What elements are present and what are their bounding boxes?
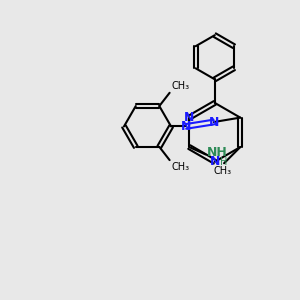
Text: CH₃: CH₃ <box>171 162 189 172</box>
Text: N: N <box>184 111 194 124</box>
Text: CH₃: CH₃ <box>214 166 232 176</box>
Text: NH: NH <box>207 146 228 159</box>
Text: CH₃: CH₃ <box>171 81 189 91</box>
Text: N: N <box>181 120 191 133</box>
Text: N: N <box>208 116 219 128</box>
Text: N: N <box>210 155 220 168</box>
Text: H: H <box>220 157 228 167</box>
